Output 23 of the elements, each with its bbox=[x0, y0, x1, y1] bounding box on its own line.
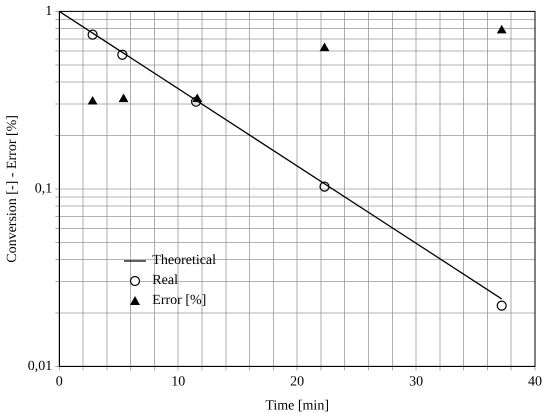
point bbox=[190, 96, 202, 107]
y-tick-label: 1 bbox=[45, 4, 52, 20]
point bbox=[117, 50, 128, 60]
point bbox=[88, 30, 98, 40]
point bbox=[496, 300, 507, 311]
x-tick-label: 0 bbox=[56, 374, 63, 390]
y-tick-label: 0,01 bbox=[28, 359, 52, 374]
point bbox=[119, 94, 128, 102]
point bbox=[319, 182, 330, 192]
x-axis-title: Time [min] bbox=[265, 398, 329, 414]
legend-label: Theoretical bbox=[152, 252, 216, 270]
point bbox=[192, 94, 202, 102]
legend-label: Real bbox=[152, 272, 178, 290]
x-tick-label: 10 bbox=[171, 374, 186, 390]
point bbox=[497, 25, 506, 34]
legend-label: Error [%] bbox=[152, 292, 206, 310]
x-tick-label: 20 bbox=[290, 374, 304, 390]
point bbox=[88, 96, 98, 105]
y-tick-label: 0,1 bbox=[34, 182, 52, 197]
y-axis-title: Conversion [-] - Error [%] bbox=[5, 115, 20, 263]
point bbox=[320, 43, 329, 52]
x-tick-label: 30 bbox=[409, 374, 424, 390]
x-tick-label: 40 bbox=[528, 374, 542, 390]
